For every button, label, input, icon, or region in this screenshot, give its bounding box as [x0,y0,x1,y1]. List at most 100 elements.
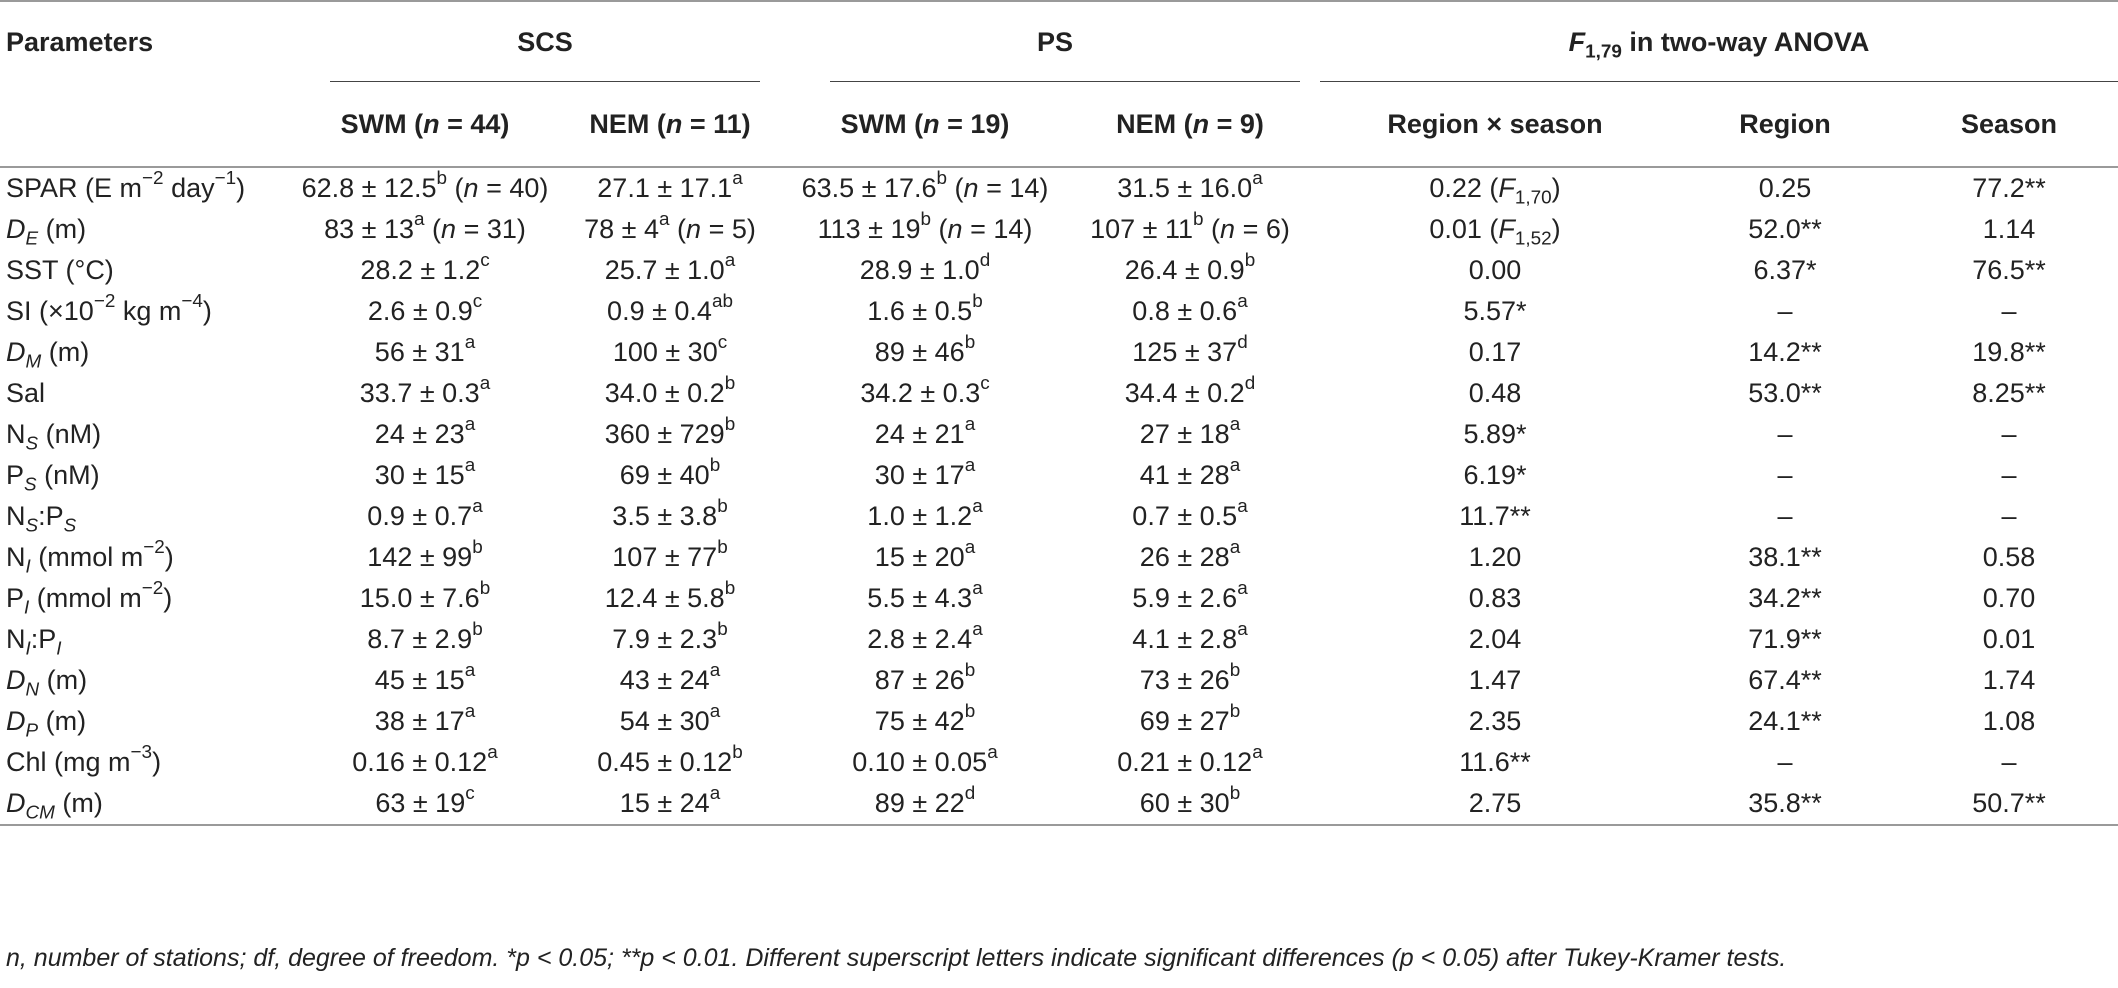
significance-letter: a [464,660,476,682]
significance-letter: a [464,332,476,354]
header-region: Region [1739,108,1831,139]
cell-ps-nem: 4.1 ± 2.8a [1060,619,1320,660]
significance-letter: ab [711,291,733,313]
param-part: −2 [93,291,116,313]
value-part: n [463,173,479,203]
param-part: (mmol m [30,542,144,572]
cell-ps-nem: 26.4 ± 0.9b [1060,250,1320,291]
value-part: 69 ± 27 [1139,706,1230,736]
anova-part: 0.22 ( [1429,173,1499,203]
cell-region-season: 11.6** [1320,742,1670,783]
value-part: ( [1203,214,1221,244]
cell-region-season: 0.01 (F1,52) [1320,209,1670,250]
cell-season: – [2001,419,2017,449]
cell-season: – [2001,296,2017,326]
value-part: 5.5 ± 4.3 [867,583,973,613]
param-part: D [6,788,26,818]
param-part: −3 [130,742,153,764]
cell-scs-swm: 63 ± 19c [300,783,550,825]
value-part: 62.8 ± 12.5 [301,173,437,203]
anova-part: 2.35 [1468,706,1522,736]
value-part: 38 ± 17 [374,706,465,736]
cell-parameter: NI:PI [0,619,300,660]
cell-scs-swm: 56 ± 31a [300,332,550,373]
cell-scs-nem: 107 ± 77b [550,537,790,578]
cell-scs-swm: 83 ± 13a (n = 31) [300,209,550,250]
header-text: = 11) [682,108,751,139]
cell-region: 53.0** [1748,378,1822,408]
cell-ps-swm: 63.5 ± 17.6b (n = 14) [790,167,1060,209]
cell-ps-nem: 73 ± 26b [1060,660,1320,701]
param-part: −1 [214,168,237,190]
subscript: S [63,515,77,537]
cell-scs-swm: 33.7 ± 0.3a [300,373,550,414]
header-season: Season [1960,108,2058,139]
table-row: Sal 33.7 ± 0.3a 34.0 ± 0.2b 34.2 ± 0.3c 34.4… [0,373,2118,414]
value-part: 15.0 ± 7.6 [359,583,480,613]
value-part: ( [669,214,687,244]
value-part: = 14) [962,214,1033,244]
significance-letter: a [1229,455,1241,477]
significance-letter: b [964,332,976,354]
anova-part: F [1498,214,1515,244]
value-part: 107 ± 11 [1090,214,1194,244]
cell-season: 50.7** [1972,788,2046,818]
cell-scs-swm: 45 ± 15a [300,660,550,701]
cell-ps-nem: 69 ± 27b [1060,701,1320,742]
significance-letter: a [464,455,476,477]
cell-parameter: DP (m) [0,701,300,742]
cell-scs-nem: 12.4 ± 5.8b [550,578,790,619]
anova-part: F [1498,173,1515,203]
header-row-1: Parameters SCS PS F1,79 in two-way ANOVA [0,1,2118,82]
significance-letter: a [709,701,721,723]
significance-letter: c [717,332,728,354]
cell-scs-swm: 142 ± 99b [300,537,550,578]
cell-scs-swm: 0.9 ± 0.7a [300,496,550,537]
significance-letter: b [1229,660,1241,682]
anova-part: ) [1551,173,1561,203]
cell-parameter: DN (m) [0,660,300,701]
subscript: N [25,679,40,701]
subscript: S [24,474,37,496]
subscript: M [25,351,42,373]
param-part: −2 [143,537,165,559]
cell-scs-nem: 27.1 ± 17.1a [550,167,790,209]
header-text: NEM ( [589,108,666,139]
cell-parameter: Sal [0,373,300,414]
significance-letter: b [724,373,736,395]
value-part: = 40) [478,173,549,203]
table-footnote: n, number of stations; df, degree of fre… [6,944,1787,972]
anova-part: 1.47 [1468,665,1522,695]
param-part: kg m [115,296,182,326]
param-part: Sal [6,378,46,408]
header-text: = 9) [1209,108,1264,139]
data-table: Parameters SCS PS F1,79 in two-way ANOVA… [0,1,2118,825]
cell-scs-nem: 43 ± 24a [550,660,790,701]
param-part: (nM) [38,419,102,449]
significance-letter: a [964,455,976,477]
value-part: 27 ± 18 [1139,419,1230,449]
cell-scs-nem: 78 ± 4a (n = 5) [550,209,790,250]
table-row: NI:PI 8.7 ± 2.9b 7.9 ± 2.3b 2.8 ± 2.4a 4.1 ±… [0,619,2118,660]
cell-region: 6.37* [1753,255,1817,285]
significance-letter: a [1229,537,1241,559]
table-row: NS (nM) 24 ± 23a 360 ± 729b 24 ± 21a 27 ± 18… [0,414,2118,455]
cell-ps-swm: 89 ± 46b [790,332,1060,373]
table-row: DN (m) 45 ± 15a 43 ± 24a 87 ± 26b 73 ± 26b 1.… [0,660,2118,701]
significance-letter: d [1244,373,1256,395]
header-scs-nem: NEM (n = 11) [550,82,790,167]
header-anova-f: F [1568,26,1586,57]
subscript: S [25,515,39,537]
significance-letter: c [480,250,490,272]
cell-ps-nem: 0.8 ± 0.6a [1060,291,1320,332]
value-part: 8.7 ± 2.9 [367,624,473,654]
cell-region: 67.4** [1748,665,1822,695]
param-part: (m) [54,788,103,818]
anova-part: 0.48 [1468,378,1522,408]
cell-region: – [1777,419,1793,449]
cell-ps-nem: 0.7 ± 0.5a [1060,496,1320,537]
significance-letter: b [964,660,976,682]
cell-region: 24.1** [1748,706,1822,736]
cell-region-season: 6.19* [1320,455,1670,496]
value-part: 1.0 ± 1.2 [867,501,973,531]
